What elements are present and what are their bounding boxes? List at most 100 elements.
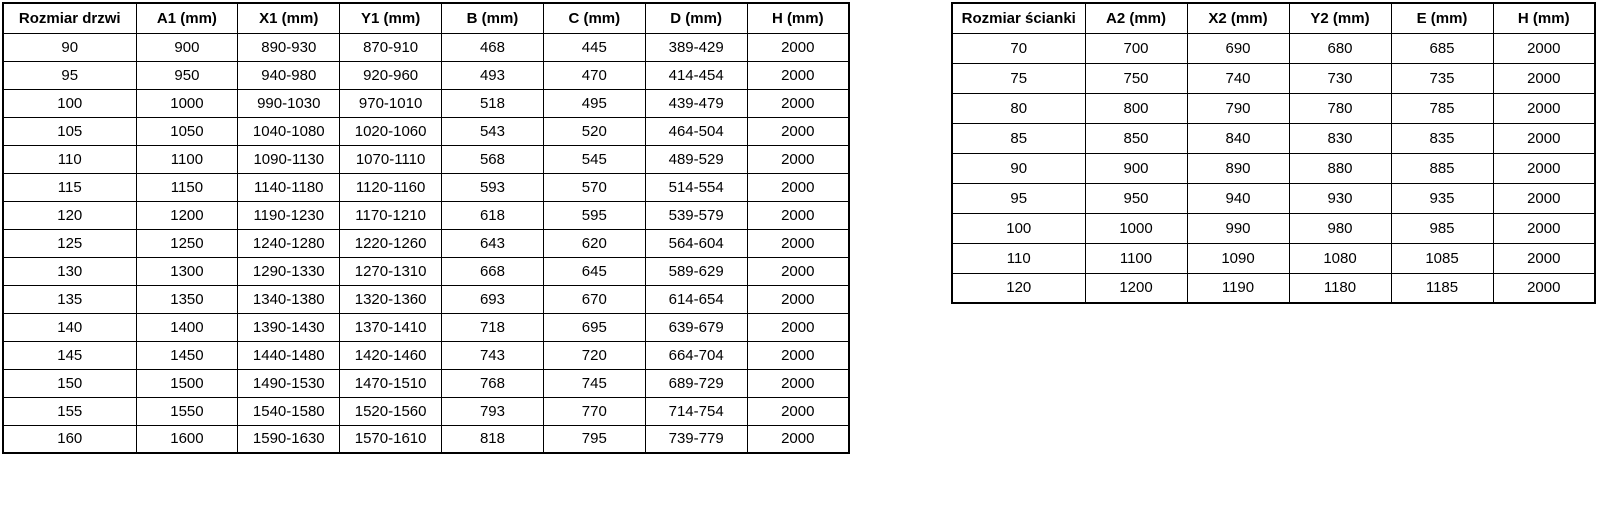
table-cell: 2000: [746, 60, 850, 90]
table-cell: 389-429: [644, 32, 748, 62]
table-cell: 1150: [135, 172, 239, 202]
table-cell: 930: [1288, 182, 1392, 214]
table-cell: 643: [441, 228, 544, 258]
table-cell: 1200: [135, 200, 239, 230]
table-cell: 1450: [135, 340, 239, 370]
table-cell: 818: [441, 424, 544, 454]
table-cell: 1020-1060: [339, 116, 443, 146]
table-cell: 614-654: [644, 284, 748, 314]
table-cell: 770: [542, 396, 646, 426]
table-cell: 110: [2, 144, 137, 174]
table-cell: 1000: [1084, 212, 1188, 244]
table-cell: 950: [135, 60, 239, 90]
table-row: 120 1200 1190 1180 1185 2000: [951, 272, 1596, 304]
table-cell: 493: [441, 60, 544, 90]
table-row: 105 1050 1040-1080 1020-1060 543 520 464-504 20…: [2, 116, 850, 146]
table-cell: 2000: [1492, 182, 1596, 214]
table-cell: 2000: [746, 340, 850, 370]
table-cell: 664-704: [644, 340, 748, 370]
table-cell: 595: [542, 200, 646, 230]
table-cell: 75: [951, 62, 1086, 94]
table-cell: 464-504: [644, 116, 748, 146]
column-header: Rozmiar ścianki: [951, 2, 1086, 34]
table-cell: 115: [2, 172, 137, 202]
table-cell: 439-479: [644, 88, 748, 118]
table-cell: 568: [441, 144, 544, 174]
table-cell: 2000: [1492, 242, 1596, 274]
column-header: D (mm): [644, 2, 748, 34]
table-cell: 520: [542, 116, 646, 146]
table-cell: 470: [542, 60, 646, 90]
table-cell: 2000: [746, 144, 850, 174]
table-row: 85 850 840 830 835 2000: [951, 122, 1596, 154]
table-cell: 1085: [1390, 242, 1494, 274]
table-cell: 689-729: [644, 368, 748, 398]
table-cell: 1250: [135, 228, 239, 258]
column-header: Y2 (mm): [1288, 2, 1392, 34]
table-cell: 1570-1610: [339, 424, 443, 454]
table-cell: 940-980: [237, 60, 341, 90]
table-cell: 743: [441, 340, 544, 370]
table-cell: 850: [1084, 122, 1188, 154]
table-cell: 2000: [746, 32, 850, 62]
table-cell: 670: [542, 284, 646, 314]
table-cell: 414-454: [644, 60, 748, 90]
table-cell: 740: [1186, 62, 1290, 94]
table-row: 100 1000 990 980 985 2000: [951, 212, 1596, 244]
table-cell: 1350: [135, 284, 239, 314]
table-cell: 2000: [746, 396, 850, 426]
table-cell: 714-754: [644, 396, 748, 426]
table-cell: 95: [2, 60, 137, 90]
table-cell: 1370-1410: [339, 312, 443, 342]
table-cell: 780: [1288, 92, 1392, 124]
table-cell: 160: [2, 424, 137, 454]
table-cell: 125: [2, 228, 137, 258]
header-row: Rozmiar ścianki A2 (mm) X2 (mm) Y2 (mm) E (m…: [951, 2, 1596, 34]
table-row: 160 1600 1590-1630 1570-1610 818 795 739-779 20…: [2, 424, 850, 454]
table-cell: 1600: [135, 424, 239, 454]
table-cell: 990: [1186, 212, 1290, 244]
table-row: 120 1200 1190-1230 1170-1210 618 595 539-579 20…: [2, 200, 850, 230]
table-cell: 985: [1390, 212, 1494, 244]
table-cell: 750: [1084, 62, 1188, 94]
table-row: 135 1350 1340-1380 1320-1360 693 670 614-654 20…: [2, 284, 850, 314]
table-cell: 718: [441, 312, 544, 342]
table-row: 95 950 940 930 935 2000: [951, 182, 1596, 214]
table-cell: 2000: [746, 88, 850, 118]
table-row: 110 1100 1090 1080 1085 2000: [951, 242, 1596, 274]
table-cell: 1185: [1390, 272, 1494, 304]
table-cell: 589-629: [644, 256, 748, 286]
table-cell: 1390-1430: [237, 312, 341, 342]
table-cell: 140: [2, 312, 137, 342]
table-cell: 1420-1460: [339, 340, 443, 370]
table-cell: 445: [542, 32, 646, 62]
table-cell: 1100: [135, 144, 239, 174]
table-cell: 980: [1288, 212, 1392, 244]
table-row: 95 950 940-980 920-960 493 470 414-454 2000: [2, 60, 850, 90]
table-cell: 70: [951, 32, 1086, 64]
table-cell: 593: [441, 172, 544, 202]
table-cell: 890: [1186, 152, 1290, 184]
table-row: 110 1100 1090-1130 1070-1110 568 545 489-529 20…: [2, 144, 850, 174]
column-header: Rozmiar drzwi: [2, 2, 137, 34]
table-cell: 639-679: [644, 312, 748, 342]
table-cell: 1100: [1084, 242, 1188, 274]
table-cell: 1590-1630: [237, 424, 341, 454]
table-cell: 745: [542, 368, 646, 398]
table-cell: 564-604: [644, 228, 748, 258]
table-cell: 120: [2, 200, 137, 230]
table-cell: 720: [542, 340, 646, 370]
table-cell: 2000: [746, 228, 850, 258]
table-cell: 1270-1310: [339, 256, 443, 286]
table-cell: 1290-1330: [237, 256, 341, 286]
table-cell: 618: [441, 200, 544, 230]
table-cell: 950: [1084, 182, 1188, 214]
table-cell: 1490-1530: [237, 368, 341, 398]
table-cell: 990-1030: [237, 88, 341, 118]
table-row: 90 900 890-930 870-910 468 445 389-429 2000: [2, 32, 850, 62]
table-cell: 1320-1360: [339, 284, 443, 314]
table-cell: 1180: [1288, 272, 1392, 304]
table-cell: 2000: [1492, 152, 1596, 184]
table-row: 90 900 890 880 885 2000: [951, 152, 1596, 184]
table-cell: 2000: [1492, 272, 1596, 304]
